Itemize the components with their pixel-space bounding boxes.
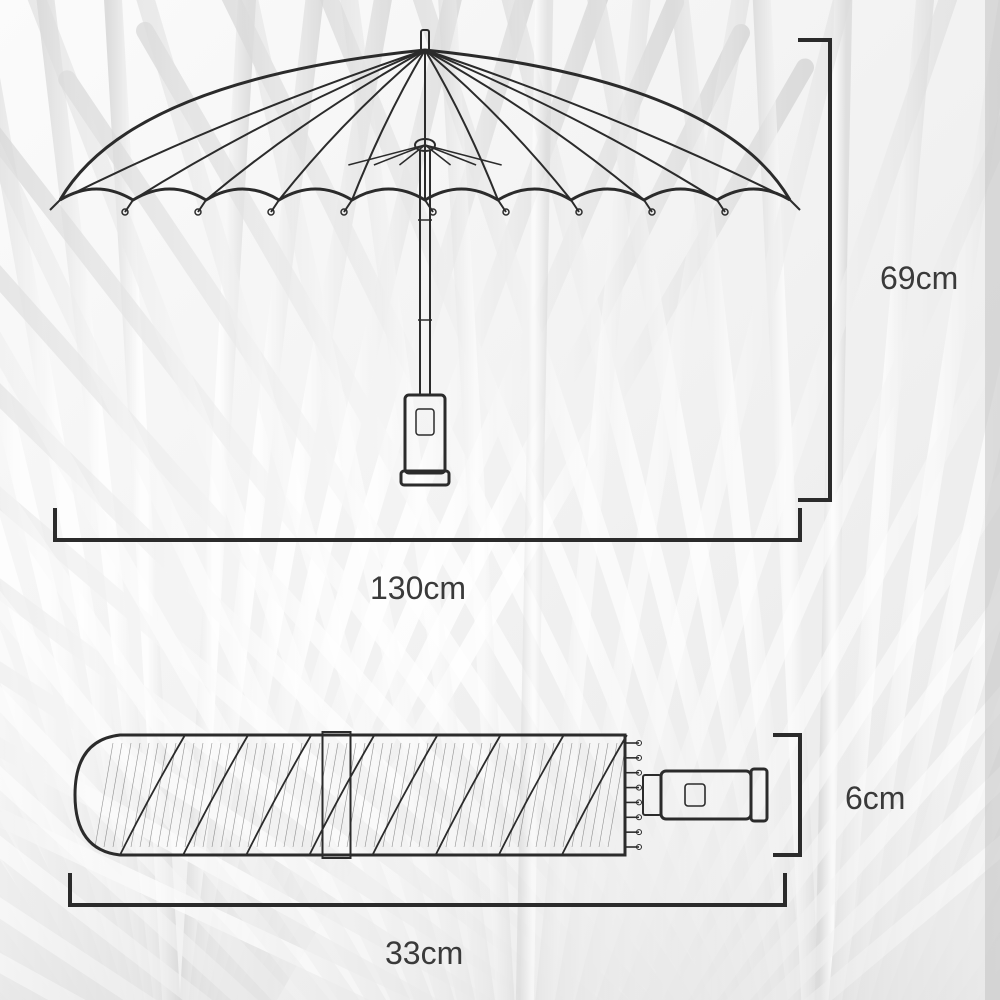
label-height-open: 69cm (880, 260, 958, 297)
label-height-folded: 6cm (845, 780, 905, 817)
dimension-brackets (0, 0, 1000, 1000)
label-width-folded: 33cm (385, 935, 463, 972)
diagram-stage: 69cm 130cm 6cm 33cm (0, 0, 1000, 1000)
label-width-open: 130cm (370, 570, 466, 607)
